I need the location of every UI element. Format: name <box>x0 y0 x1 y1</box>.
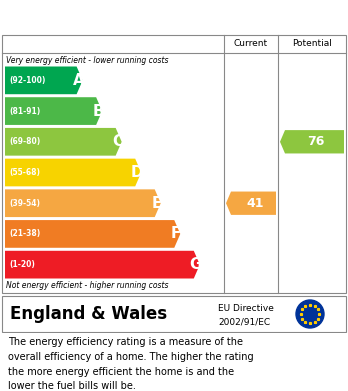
Text: E: E <box>151 196 162 211</box>
Polygon shape <box>5 220 180 248</box>
Text: F: F <box>171 226 181 241</box>
Text: D: D <box>131 165 143 180</box>
Text: (92-100): (92-100) <box>9 76 45 85</box>
Polygon shape <box>5 66 82 94</box>
Text: EU Directive: EU Directive <box>218 304 274 313</box>
Text: B: B <box>92 104 104 118</box>
Text: A: A <box>73 73 85 88</box>
Text: Not energy efficient - higher running costs: Not energy efficient - higher running co… <box>6 281 168 290</box>
Polygon shape <box>5 97 102 125</box>
Polygon shape <box>5 128 122 156</box>
Polygon shape <box>226 192 276 215</box>
Circle shape <box>296 300 324 328</box>
Text: (81-91): (81-91) <box>9 107 40 116</box>
Text: (69-80): (69-80) <box>9 137 40 146</box>
Text: 2002/91/EC: 2002/91/EC <box>218 317 270 326</box>
Text: C: C <box>112 134 123 149</box>
Text: (1-20): (1-20) <box>9 260 35 269</box>
Text: Energy Efficiency Rating: Energy Efficiency Rating <box>8 7 237 25</box>
Polygon shape <box>5 251 200 278</box>
Text: England & Wales: England & Wales <box>10 305 167 323</box>
Text: Potential: Potential <box>292 39 332 48</box>
Polygon shape <box>5 189 161 217</box>
Text: (39-54): (39-54) <box>9 199 40 208</box>
Text: 41: 41 <box>246 197 264 210</box>
Text: (55-68): (55-68) <box>9 168 40 177</box>
Text: The energy efficiency rating is a measure of the
overall efficiency of a home. T: The energy efficiency rating is a measur… <box>8 337 254 391</box>
Text: G: G <box>190 257 202 272</box>
Polygon shape <box>5 159 141 187</box>
Polygon shape <box>280 130 344 153</box>
Text: 76: 76 <box>307 135 325 148</box>
Text: Current: Current <box>234 39 268 48</box>
Text: Very energy efficient - lower running costs: Very energy efficient - lower running co… <box>6 56 168 65</box>
Text: (21-38): (21-38) <box>9 230 40 239</box>
